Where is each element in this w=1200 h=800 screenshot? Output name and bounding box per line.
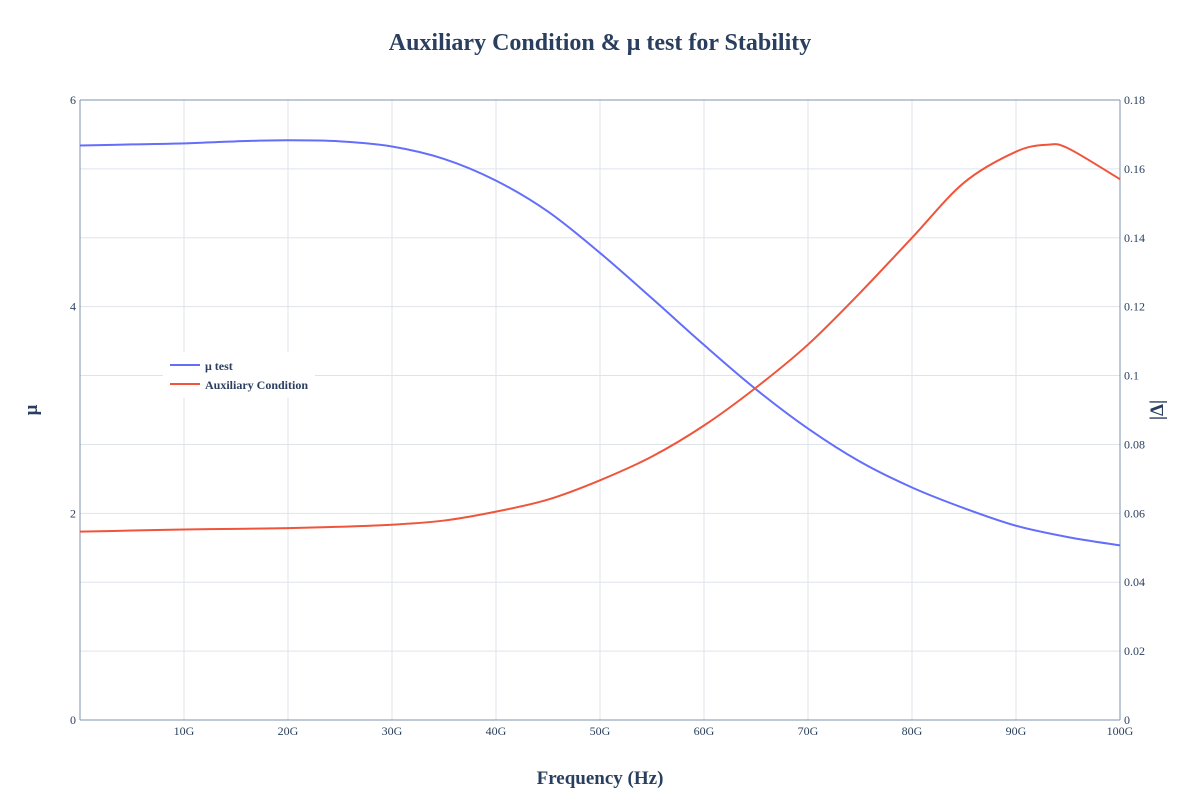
x-tick-label: 10G <box>174 724 195 738</box>
legend-label-auxiliary-condition: Auxiliary Condition <box>205 378 308 392</box>
y-right-tick-label: 0 <box>1124 713 1130 727</box>
legend-item-auxiliary-condition[interactable]: Auxiliary Condition <box>170 378 308 392</box>
x-tick-label: 40G <box>486 724 507 738</box>
x-tick-label: 100G <box>1107 724 1134 738</box>
series-line-auxiliary-condition <box>79 143 1121 533</box>
tick-labels: 10G 20G 30G 40G 50G 60G 70G 80G 90G 100G00.020.04… <box>70 93 1145 738</box>
chart-title: Auxiliary Condition & μ test for Stabili… <box>389 30 812 56</box>
y-left-axis-title: μ <box>21 404 42 415</box>
y-right-tick-label: 0.14 <box>1124 231 1145 245</box>
y-right-tick-label: 0.02 <box>1124 644 1145 658</box>
x-tick-label: 50G <box>590 724 611 738</box>
axes <box>79 99 1121 721</box>
y-left-tick-label: 2 <box>70 506 76 520</box>
y-right-tick-label: 0.16 <box>1124 162 1145 176</box>
y-right-tick-label: 0.12 <box>1124 300 1145 314</box>
legend-item-mu-test[interactable]: μ test <box>170 359 233 373</box>
x-tick-label: 20G <box>278 724 299 738</box>
y-left-tick-label: 6 <box>70 93 76 107</box>
grid <box>80 100 1120 720</box>
series-layer <box>79 139 1121 547</box>
legend-label-mu-test: μ test <box>205 359 233 373</box>
x-axis-title: Frequency (Hz) <box>537 768 664 789</box>
y-right-tick-label: 0.06 <box>1124 506 1145 520</box>
x-tick-label: 30G <box>382 724 403 738</box>
y-right-tick-label: 0.18 <box>1124 93 1145 107</box>
y-right-tick-label: 0.1 <box>1124 369 1139 383</box>
x-tick-label: 80G <box>902 724 923 738</box>
legend-background <box>163 352 315 398</box>
y-left-tick-label: 0 <box>70 713 76 727</box>
y-right-axis-title: |Δ| <box>1147 400 1168 420</box>
y-left-tick-label: 4 <box>70 300 76 314</box>
series-line-test <box>79 139 1121 547</box>
x-tick-label: 60G <box>694 724 715 738</box>
x-tick-label: 70G <box>798 724 819 738</box>
x-tick-label: 90G <box>1006 724 1027 738</box>
legend[interactable]: μ test Auxiliary Condition <box>163 352 315 398</box>
y-right-tick-label: 0.08 <box>1124 437 1145 451</box>
y-right-tick-label: 0.04 <box>1124 575 1145 589</box>
